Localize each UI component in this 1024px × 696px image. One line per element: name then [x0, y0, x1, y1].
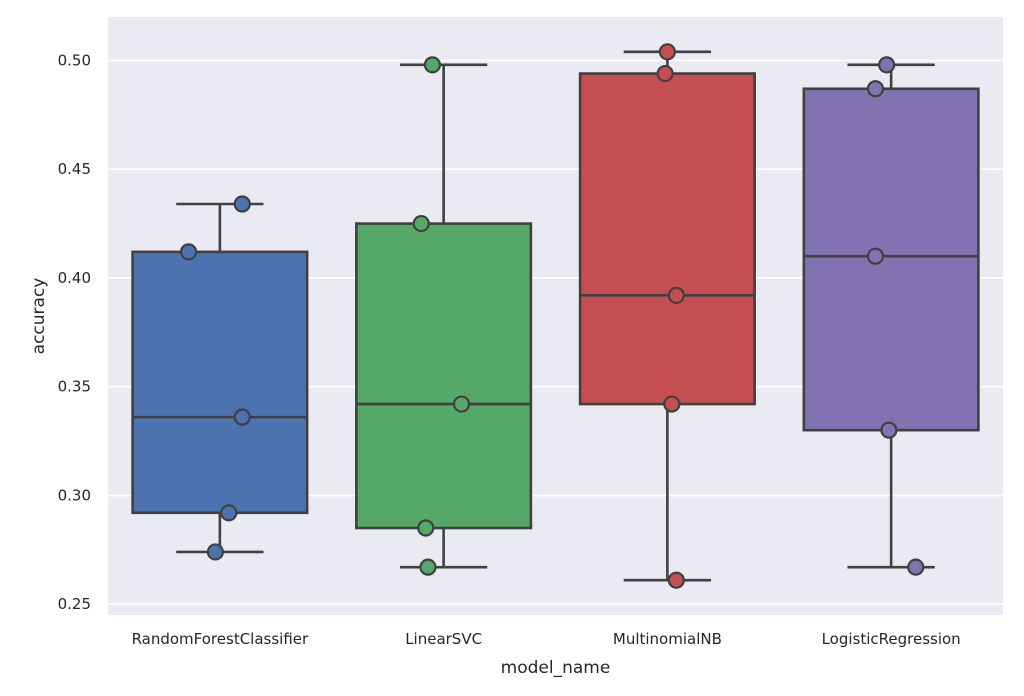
data-point-LinearSVC [452, 395, 471, 413]
data-point-LogisticRegression [878, 56, 896, 74]
data-point-LinearSVC [419, 558, 437, 576]
x-tick-labels: RandomForestClassifier LinearSVC Multinomi… [132, 630, 961, 648]
data-point-RandomForestClassifier [233, 195, 251, 213]
data-point-LinearSVC [417, 519, 435, 537]
x-tick-label: MultinomialNB [613, 630, 722, 648]
x-tick-label: RandomForestClassifier [132, 630, 309, 648]
box-iqr [578, 72, 756, 406]
x-tick-label: LinearSVC [405, 630, 482, 648]
data-point-RandomForestClassifier [220, 504, 238, 522]
y-axis-label: accuracy [29, 278, 49, 355]
data-point-RandomForestClassifier [179, 243, 198, 261]
data-point-MultinomialNB [658, 43, 676, 61]
x-tick-label: LogisticRegression [822, 630, 961, 648]
y-tick-label: 0.45 [58, 160, 91, 178]
x-axis-label: model_name [501, 658, 611, 678]
box-MultinomialNB [578, 50, 756, 582]
y-tick-label: 0.50 [58, 51, 91, 69]
y-tick-label: 0.25 [58, 595, 91, 613]
y-tick-label: 0.30 [58, 486, 91, 504]
y-tick-labels: 0.25 0.30 0.35 0.40 0.45 0.50 [58, 51, 91, 613]
data-point-LinearSVC [423, 56, 442, 74]
data-point-LinearSVC [412, 214, 430, 233]
box-iqr [131, 250, 309, 515]
y-tick-label: 0.40 [58, 269, 91, 287]
box-LogisticRegression [802, 63, 980, 569]
data-point-LogisticRegression [866, 247, 885, 265]
box-series [131, 50, 980, 582]
data-point-LogisticRegression [880, 421, 898, 439]
data-point-MultinomialNB [667, 571, 685, 589]
data-point-MultinomialNB [663, 395, 681, 413]
strip-points [179, 43, 925, 589]
data-point-MultinomialNB [656, 64, 674, 83]
box-RandomForestClassifier [131, 202, 309, 554]
data-point-LogisticRegression [907, 558, 925, 576]
data-point-MultinomialNB [667, 286, 685, 304]
box-iqr [355, 222, 533, 530]
data-point-RandomForestClassifier [206, 543, 224, 561]
box-iqr [802, 87, 980, 432]
box-LinearSVC [355, 63, 533, 569]
data-point-LogisticRegression [866, 80, 885, 98]
y-tick-label: 0.35 [58, 378, 91, 396]
data-point-RandomForestClassifier [233, 408, 251, 426]
